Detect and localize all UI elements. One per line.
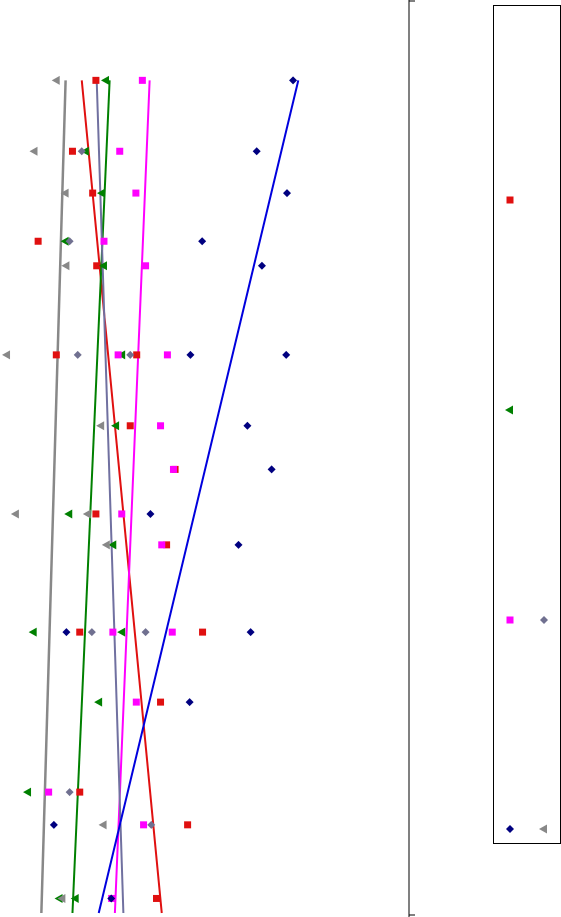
data-point-s6-2 <box>29 146 38 156</box>
data-point-s3-8 <box>157 422 165 430</box>
data-point-s3-1 <box>138 76 146 84</box>
trend-line-2 <box>71 80 111 914</box>
data-point-s2-5 <box>98 261 107 271</box>
legend-marker-4-1 <box>506 825 514 833</box>
data-point-s2-12 <box>94 697 103 707</box>
data-point-s4-4 <box>126 350 135 359</box>
data-point-s4-3 <box>73 350 82 359</box>
data-point-s5-12 <box>62 628 71 637</box>
legend-marker-3-2 <box>540 616 548 624</box>
data-point-s5-9 <box>267 465 276 474</box>
data-point-s1-11 <box>163 541 171 549</box>
data-point-s6-8 <box>82 509 91 519</box>
data-point-s6-3 <box>60 188 69 198</box>
data-point-s6-7 <box>10 509 19 519</box>
data-point-s2-10 <box>28 627 37 637</box>
plot-frame <box>408 0 415 917</box>
data-point-s2-14 <box>70 893 79 903</box>
data-point-s1-14 <box>157 698 165 706</box>
data-point-s3-10 <box>118 510 126 518</box>
data-point-s4-2 <box>65 237 74 246</box>
data-point-s1-10 <box>92 510 100 518</box>
trend-line-4 <box>95 80 125 914</box>
data-point-s1-5 <box>93 262 101 270</box>
legend-box <box>493 5 561 844</box>
legend-marker-1-1 <box>506 196 514 204</box>
data-point-s3-5 <box>142 262 150 270</box>
data-point-s2-9 <box>108 540 117 550</box>
data-point-s6-11 <box>57 893 66 903</box>
data-point-s3-15 <box>45 788 53 796</box>
data-point-s3-3 <box>132 189 140 197</box>
data-point-s3-4 <box>100 237 108 245</box>
data-point-s1-15 <box>76 788 84 796</box>
data-point-s5-1 <box>289 76 298 85</box>
legend <box>493 5 561 844</box>
data-point-s6-4 <box>61 261 70 271</box>
data-point-s2-8 <box>64 509 73 519</box>
data-point-s3-16 <box>140 821 148 829</box>
data-point-s1-4 <box>34 237 42 245</box>
data-point-s3-9 <box>169 465 177 473</box>
trend-line-6 <box>40 80 67 914</box>
data-point-s5-6 <box>186 350 195 359</box>
data-point-s6-1 <box>51 75 60 85</box>
data-point-s2-3 <box>96 188 105 198</box>
legend-marker-4-2 <box>539 824 547 834</box>
data-point-s4-1 <box>77 147 86 156</box>
data-point-s3-12 <box>109 628 117 636</box>
data-point-s1-8 <box>126 422 134 430</box>
data-point-s4-5 <box>87 628 96 637</box>
data-point-s4-6 <box>141 628 150 637</box>
data-point-s5-4 <box>198 237 207 246</box>
data-point-s3-11 <box>158 541 166 549</box>
data-point-s2-13 <box>23 787 32 797</box>
data-point-s6-5 <box>2 350 11 360</box>
data-point-s1-2 <box>68 147 76 155</box>
data-point-s2-4 <box>60 236 69 246</box>
data-point-s2-11 <box>117 627 126 637</box>
data-point-s5-10 <box>146 509 155 518</box>
data-point-s3-7 <box>163 351 171 359</box>
trend-line-3 <box>113 80 151 914</box>
data-points <box>2 75 298 903</box>
data-point-s5-2 <box>252 147 261 156</box>
data-point-s5-13 <box>246 628 255 637</box>
data-point-s5-8 <box>243 421 252 430</box>
trend-line-5 <box>97 80 300 914</box>
data-point-s5-7 <box>282 350 291 359</box>
data-point-s5-11 <box>234 540 243 549</box>
data-point-s5-5 <box>257 261 266 270</box>
data-point-s5-15 <box>49 820 58 829</box>
data-point-s1-16 <box>184 821 192 829</box>
data-point-s6-10 <box>98 820 107 830</box>
data-point-s1-13 <box>76 628 84 636</box>
data-point-s5-14 <box>185 698 194 707</box>
data-point-s1-12 <box>199 628 207 636</box>
data-point-s6-9 <box>101 540 110 550</box>
data-point-s2-7 <box>111 421 120 431</box>
data-point-s1-17 <box>153 894 160 902</box>
data-point-s1-7 <box>133 351 141 359</box>
data-point-s1-3 <box>89 189 97 197</box>
data-point-s3-6 <box>114 351 122 359</box>
legend-marker-2-1 <box>505 405 513 415</box>
data-point-s2-1 <box>101 75 109 85</box>
data-point-s3-14 <box>132 698 140 706</box>
data-point-s4-8 <box>147 820 156 829</box>
data-point-s5-3 <box>282 189 291 198</box>
data-point-s1-6 <box>52 351 60 359</box>
data-point-s3-2 <box>116 147 124 155</box>
data-point-s4-7 <box>65 788 74 797</box>
legend-marker-3-1 <box>506 616 514 624</box>
data-point-s6-6 <box>96 421 105 431</box>
data-point-s5-16 <box>107 894 116 903</box>
trend-lines <box>40 80 300 914</box>
trend-line-1 <box>80 80 163 914</box>
data-point-s3-13 <box>168 628 176 636</box>
data-point-s1-1 <box>92 76 100 84</box>
